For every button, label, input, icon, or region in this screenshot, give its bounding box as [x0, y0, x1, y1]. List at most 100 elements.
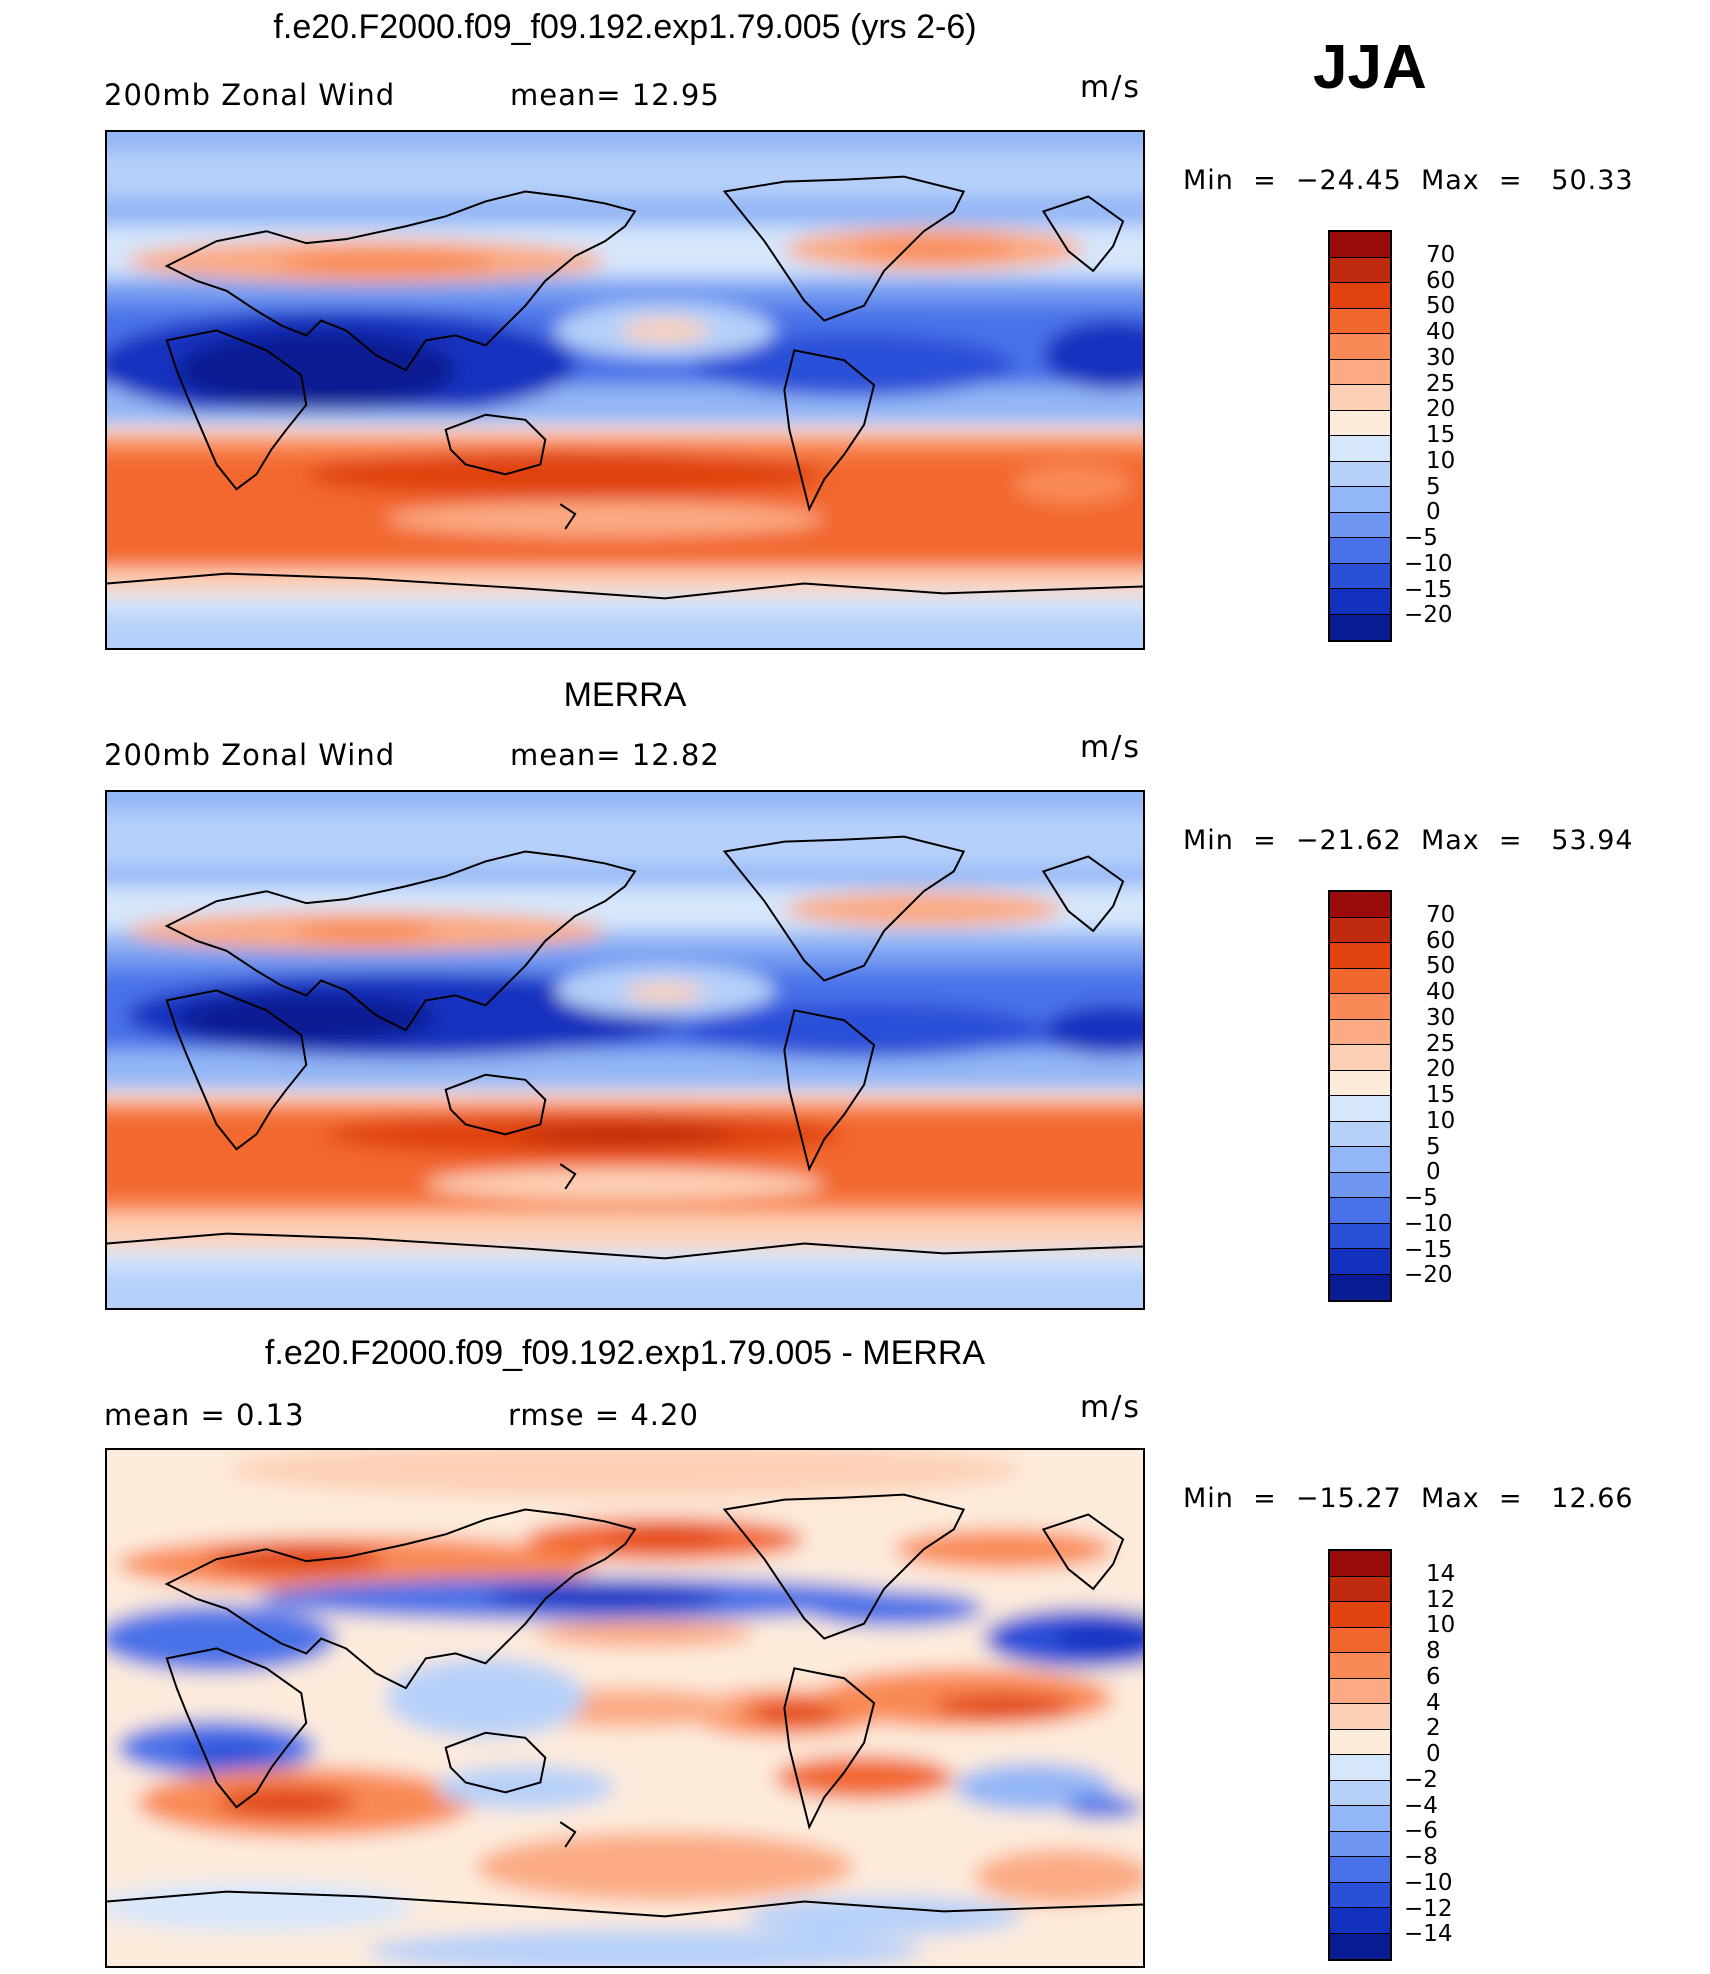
colorbar-swatch: [1330, 1172, 1390, 1198]
colorbar-tick-label: 5: [1426, 473, 1441, 500]
panel-2-units: m/s: [1080, 730, 1141, 765]
panel-1-colorbar: [1328, 230, 1392, 642]
colorbar-swatch: [1330, 385, 1390, 411]
panel-2-variable-label: 200mb Zonal Wind: [104, 738, 396, 772]
colorbar-swatch: [1330, 1147, 1390, 1173]
panel-1-variable-label: 200mb Zonal Wind: [104, 78, 396, 112]
colorbar-swatch: [1330, 1274, 1390, 1300]
panel-3-rmse-label: rmse = 4.20: [508, 1398, 699, 1432]
colorbar-swatch: [1330, 1070, 1390, 1096]
colorbar-swatch: [1330, 308, 1390, 334]
colorbar-swatch: [1330, 589, 1390, 615]
panel-3-coastlines: [107, 1493, 1143, 1918]
colorbar-tick-label: 50: [1426, 293, 1456, 320]
colorbar-swatch: [1330, 359, 1390, 385]
panel-3-units: m/s: [1080, 1390, 1141, 1425]
colorbar-tick-label: 10: [1426, 447, 1456, 474]
panel-2-coastlines: [107, 835, 1143, 1260]
colorbar-tick-label: 25: [1426, 370, 1456, 397]
panel-3-minmax: Min = −15.27 Max = 12.66: [1183, 1483, 1634, 1514]
colorbar-tick-label: 25: [1426, 1030, 1456, 1057]
panel-1-title: f.e20.F2000.f09_f09.192.exp1.79.005 (yrs…: [273, 8, 977, 46]
panel-1-mean-label: mean= 12.95: [510, 78, 720, 112]
panel-2-contour-field: [107, 792, 1143, 1308]
panel-3-mean-label: mean = 0.13: [104, 1398, 305, 1432]
colorbar-swatch: [1330, 614, 1390, 640]
colorbar-swatch: [1330, 1653, 1390, 1679]
panel-1-coastlines: [107, 175, 1143, 600]
colorbar-swatch: [1330, 1933, 1390, 1959]
colorbar-swatch: [1330, 461, 1390, 487]
colorbar-swatch: [1330, 512, 1390, 538]
colorbar-swatch: [1330, 1806, 1390, 1832]
colorbar-swatch: [1330, 1576, 1390, 1602]
panel-3-title: f.e20.F2000.f09_f09.192.exp1.79.005 - ME…: [264, 1334, 986, 1372]
colorbar-tick-label: 20: [1426, 396, 1456, 423]
colorbar-tick-label: −10: [1404, 1210, 1453, 1237]
colorbar-swatch: [1330, 1019, 1390, 1045]
colorbar-tick-label: 15: [1426, 422, 1456, 448]
colorbar-tick-label: −15: [1404, 576, 1453, 603]
colorbar-swatch: [1330, 232, 1390, 258]
colorbar-swatch: [1330, 994, 1390, 1020]
colorbar-swatch: [1330, 410, 1390, 436]
panel-3-contour-field: [107, 1450, 1143, 1966]
colorbar-swatch: [1330, 283, 1390, 309]
colorbar-tick-label: 40: [1426, 319, 1456, 345]
panel-3-map: [105, 1448, 1145, 1968]
colorbar-swatch: [1330, 1678, 1390, 1704]
colorbar-tick-label: −12: [1404, 1895, 1453, 1922]
colorbar-swatch: [1330, 917, 1390, 943]
colorbar-swatch: [1330, 563, 1390, 589]
colorbar-swatch: [1330, 1704, 1390, 1730]
colorbar-tick-label: 10: [1426, 1612, 1456, 1639]
colorbar-tick-label: −14: [1404, 1921, 1453, 1948]
colorbar-swatch: [1330, 892, 1390, 918]
colorbar-swatch: [1330, 1755, 1390, 1781]
colorbar-swatch: [1330, 1096, 1390, 1122]
colorbar-tick-label: −8: [1404, 1844, 1438, 1870]
colorbar-swatch: [1330, 1908, 1390, 1934]
colorbar-tick-label: −6: [1404, 1818, 1438, 1845]
colorbar-tick-label: −15: [1404, 1236, 1453, 1263]
colorbar-tick-label: −2: [1404, 1766, 1438, 1793]
colorbar-swatch: [1330, 943, 1390, 969]
colorbar-tick-label: 12: [1426, 1586, 1456, 1613]
panel-1-units: m/s: [1080, 70, 1141, 105]
colorbar-swatch: [1330, 1223, 1390, 1249]
panel-1-map: [105, 130, 1145, 650]
colorbar-tick-label: −10: [1404, 1869, 1453, 1896]
colorbar-tick-label: 5: [1426, 1133, 1441, 1160]
colorbar-swatch: [1330, 487, 1390, 513]
panel-1-contour-field: [107, 132, 1143, 648]
colorbar-tick-label: 70: [1426, 241, 1456, 268]
colorbar-swatch: [1330, 968, 1390, 994]
colorbar-swatch: [1330, 257, 1390, 283]
colorbar-tick-label: 6: [1426, 1663, 1441, 1690]
colorbar-tick-label: −10: [1404, 550, 1453, 577]
colorbar-swatch: [1330, 1831, 1390, 1857]
colorbar-swatch: [1330, 1121, 1390, 1147]
colorbar-swatch: [1330, 436, 1390, 462]
colorbar-swatch: [1330, 1882, 1390, 1908]
colorbar-tick-label: −5: [1404, 1185, 1438, 1211]
colorbar-swatch: [1330, 1551, 1390, 1577]
colorbar-swatch: [1330, 1780, 1390, 1806]
colorbar-tick-label: 0: [1426, 1741, 1441, 1767]
colorbar-tick-label: 40: [1426, 979, 1456, 1005]
colorbar-tick-label: −5: [1404, 525, 1438, 551]
colorbar-tick-label: 20: [1426, 1056, 1456, 1083]
colorbar-swatch: [1330, 1198, 1390, 1224]
colorbar-tick-label: 30: [1426, 1004, 1456, 1031]
colorbar-swatch: [1330, 334, 1390, 360]
colorbar-tick-label: 10: [1426, 1107, 1456, 1134]
colorbar-swatch: [1330, 1602, 1390, 1628]
season-label: JJA: [1313, 33, 1427, 102]
colorbar-tick-label: 30: [1426, 344, 1456, 371]
panel-2-title: MERRA: [563, 676, 687, 714]
colorbar-tick-label: 60: [1426, 267, 1456, 294]
colorbar-tick-label: 0: [1426, 1159, 1441, 1186]
colorbar-tick-label: 60: [1426, 927, 1456, 954]
colorbar-swatch: [1330, 1729, 1390, 1755]
colorbar-swatch: [1330, 538, 1390, 564]
